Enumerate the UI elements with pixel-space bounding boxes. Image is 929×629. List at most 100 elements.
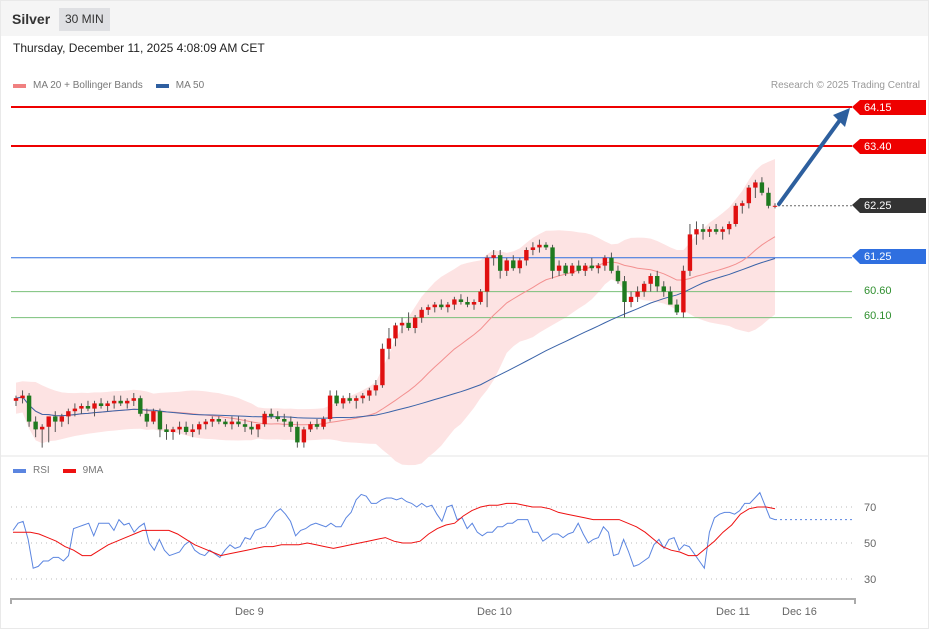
legend-label: MA 20 + Bollinger Bands	[33, 80, 143, 91]
candle	[13, 398, 19, 401]
timestamp: Thursday, December 11, 2025 4:08:09 AM C…	[13, 41, 265, 55]
candle	[170, 429, 176, 432]
candle	[432, 304, 437, 308]
candle	[439, 304, 444, 308]
candle	[197, 424, 202, 430]
candle	[583, 265, 588, 271]
support-1-label: 60.60	[864, 285, 892, 297]
legend-label: MA 50	[175, 80, 205, 91]
candle	[347, 398, 352, 401]
candle	[360, 395, 365, 399]
legend-ma50: MA 50	[155, 80, 205, 91]
candle	[615, 270, 621, 282]
candle	[380, 348, 385, 386]
candle	[393, 325, 398, 339]
candle	[681, 270, 686, 313]
candle	[249, 426, 254, 430]
candle	[92, 403, 97, 409]
9ma-line	[13, 502, 776, 557]
candle	[66, 411, 71, 417]
rsi-line	[12, 491, 776, 570]
candle	[484, 257, 490, 292]
instrument-title: Silver	[12, 11, 51, 27]
candle	[504, 260, 509, 271]
candle	[98, 403, 104, 406]
candle	[46, 416, 51, 427]
legend-label: 9MA	[82, 465, 104, 476]
candle	[713, 229, 719, 232]
candle	[700, 229, 706, 232]
candle	[497, 255, 503, 271]
candle	[53, 416, 58, 422]
rsi-tick-50: 50	[864, 538, 876, 550]
candle	[412, 317, 418, 328]
candle	[576, 265, 581, 271]
candle	[236, 421, 241, 425]
x-tick-dec10: Dec 10	[477, 606, 512, 618]
candle	[216, 419, 222, 422]
candle	[340, 398, 346, 404]
resistance-1-label: 63.40	[864, 141, 892, 153]
candle	[301, 429, 307, 443]
candle	[452, 299, 457, 305]
legend-swatch-icon	[13, 83, 26, 88]
candle	[628, 296, 634, 302]
candle	[674, 304, 680, 313]
candle	[668, 291, 673, 305]
candle	[661, 286, 666, 292]
pivot-label: 61.25	[864, 251, 892, 263]
resistance-2-label: 64.15	[864, 102, 892, 114]
candle	[524, 250, 529, 261]
candle	[190, 429, 195, 432]
timeframe-badge[interactable]: 30 MIN	[59, 8, 110, 31]
candle	[635, 291, 640, 297]
candle	[609, 257, 614, 271]
candle	[262, 413, 267, 425]
candle	[458, 299, 464, 302]
candle	[367, 390, 372, 396]
candle	[20, 395, 25, 399]
candle	[753, 182, 758, 188]
candle	[183, 426, 189, 432]
candle	[569, 265, 575, 274]
candle	[733, 205, 738, 224]
key-levels	[11, 106, 852, 319]
research-credit: Research © 2025 Trading Central	[770, 80, 920, 91]
x-tick-dec9: Dec 9	[235, 606, 264, 618]
candle	[543, 244, 549, 248]
candle	[720, 229, 725, 232]
support-2-label: 60.10	[864, 310, 892, 322]
candle	[321, 419, 326, 427]
candle	[596, 265, 601, 269]
candle	[327, 395, 333, 419]
candle	[419, 309, 424, 318]
candle	[373, 385, 379, 391]
candle	[511, 260, 516, 269]
price-legend: MA 20 + Bollinger Bands MA 50	[13, 80, 217, 91]
candle	[772, 205, 778, 207]
x-axis: Dec 9 Dec 10 Dec 11 Dec 16	[10, 598, 856, 618]
candle	[589, 265, 594, 269]
candle	[707, 229, 712, 232]
candle	[354, 398, 359, 401]
candle	[740, 203, 745, 206]
candle	[210, 419, 215, 422]
candle	[471, 302, 477, 305]
candle	[386, 338, 392, 349]
candle	[33, 421, 38, 430]
bollinger-bands	[16, 159, 775, 466]
candle	[125, 400, 130, 404]
candle	[59, 416, 65, 422]
rsi-panel: 70 50 30	[11, 491, 876, 586]
legend-swatch-icon	[62, 468, 76, 473]
candle	[648, 276, 653, 284]
candle	[288, 421, 294, 427]
candle	[255, 424, 261, 430]
legend-swatch-icon	[155, 83, 169, 88]
candle	[144, 413, 150, 422]
candle	[766, 192, 771, 206]
candle	[164, 429, 169, 432]
candle	[295, 426, 300, 443]
legend-9ma: 9MA	[62, 465, 104, 476]
